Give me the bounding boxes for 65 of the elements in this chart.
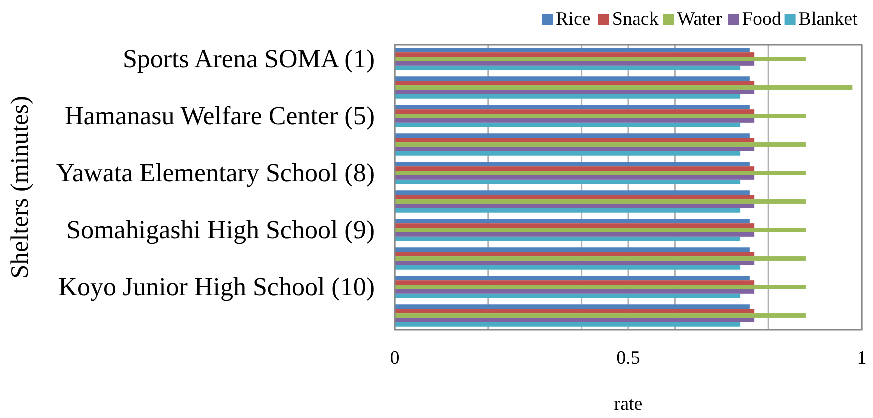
bar xyxy=(395,309,755,314)
bar xyxy=(395,90,755,94)
bar xyxy=(395,294,741,298)
bar xyxy=(395,285,806,290)
bar xyxy=(395,260,755,266)
bar xyxy=(395,105,750,110)
bar xyxy=(395,180,741,184)
bar xyxy=(395,190,750,196)
y-tick-label: Hamanasu Welfare Center (5) xyxy=(64,101,375,130)
x-axis-title: rate xyxy=(614,394,643,415)
bar xyxy=(395,171,806,176)
bar xyxy=(395,276,750,281)
bar xyxy=(395,114,806,118)
bar xyxy=(395,138,755,143)
x-tick-label: 0.5 xyxy=(616,348,640,369)
y-axis-title: Shelters (minutes) xyxy=(7,96,34,279)
bar xyxy=(395,265,741,270)
bar xyxy=(395,204,755,208)
bar xyxy=(395,162,750,167)
bar xyxy=(395,118,755,123)
x-tick-label: 1 xyxy=(857,348,867,369)
x-tick-label: 0 xyxy=(390,348,400,369)
bar xyxy=(395,228,806,232)
bar xyxy=(395,57,806,62)
bar xyxy=(395,256,806,261)
y-tick-label: Sports Arena SOMA (1) xyxy=(122,44,375,74)
bar xyxy=(395,200,806,204)
bar xyxy=(395,48,750,53)
bar xyxy=(395,142,806,147)
legend-label: Blanket xyxy=(798,9,859,30)
bar xyxy=(395,252,755,257)
bar xyxy=(395,94,741,99)
bar xyxy=(395,208,741,213)
bar xyxy=(395,232,755,237)
bar xyxy=(395,248,750,252)
y-tick-label: Yawata Elementary School (8) xyxy=(56,158,375,188)
bar xyxy=(395,236,741,242)
bar xyxy=(395,122,741,128)
bar xyxy=(395,146,755,152)
legend-label: Rice xyxy=(556,9,591,30)
bar xyxy=(395,322,741,327)
bar xyxy=(395,289,755,294)
bar xyxy=(395,280,755,286)
legend-label: Snack xyxy=(612,9,660,30)
bar xyxy=(395,76,750,82)
bar xyxy=(395,318,755,322)
bar xyxy=(395,134,750,138)
bar xyxy=(395,86,853,90)
bar xyxy=(395,314,806,318)
bar xyxy=(395,66,741,70)
bar xyxy=(395,224,755,228)
bar xyxy=(395,195,755,200)
bar xyxy=(395,166,755,172)
bar xyxy=(395,61,755,66)
bar xyxy=(395,110,755,114)
y-tick-label: Somahigashi High School (9) xyxy=(66,215,375,244)
bar xyxy=(395,52,755,58)
bar xyxy=(395,304,750,310)
bar xyxy=(395,81,755,86)
bar xyxy=(395,219,750,224)
y-tick-label: Koyo Junior High School (10) xyxy=(58,272,375,302)
legend-label: Water xyxy=(677,9,723,30)
bar xyxy=(395,175,755,180)
legend-label: Food xyxy=(742,9,782,30)
bar xyxy=(395,151,741,156)
